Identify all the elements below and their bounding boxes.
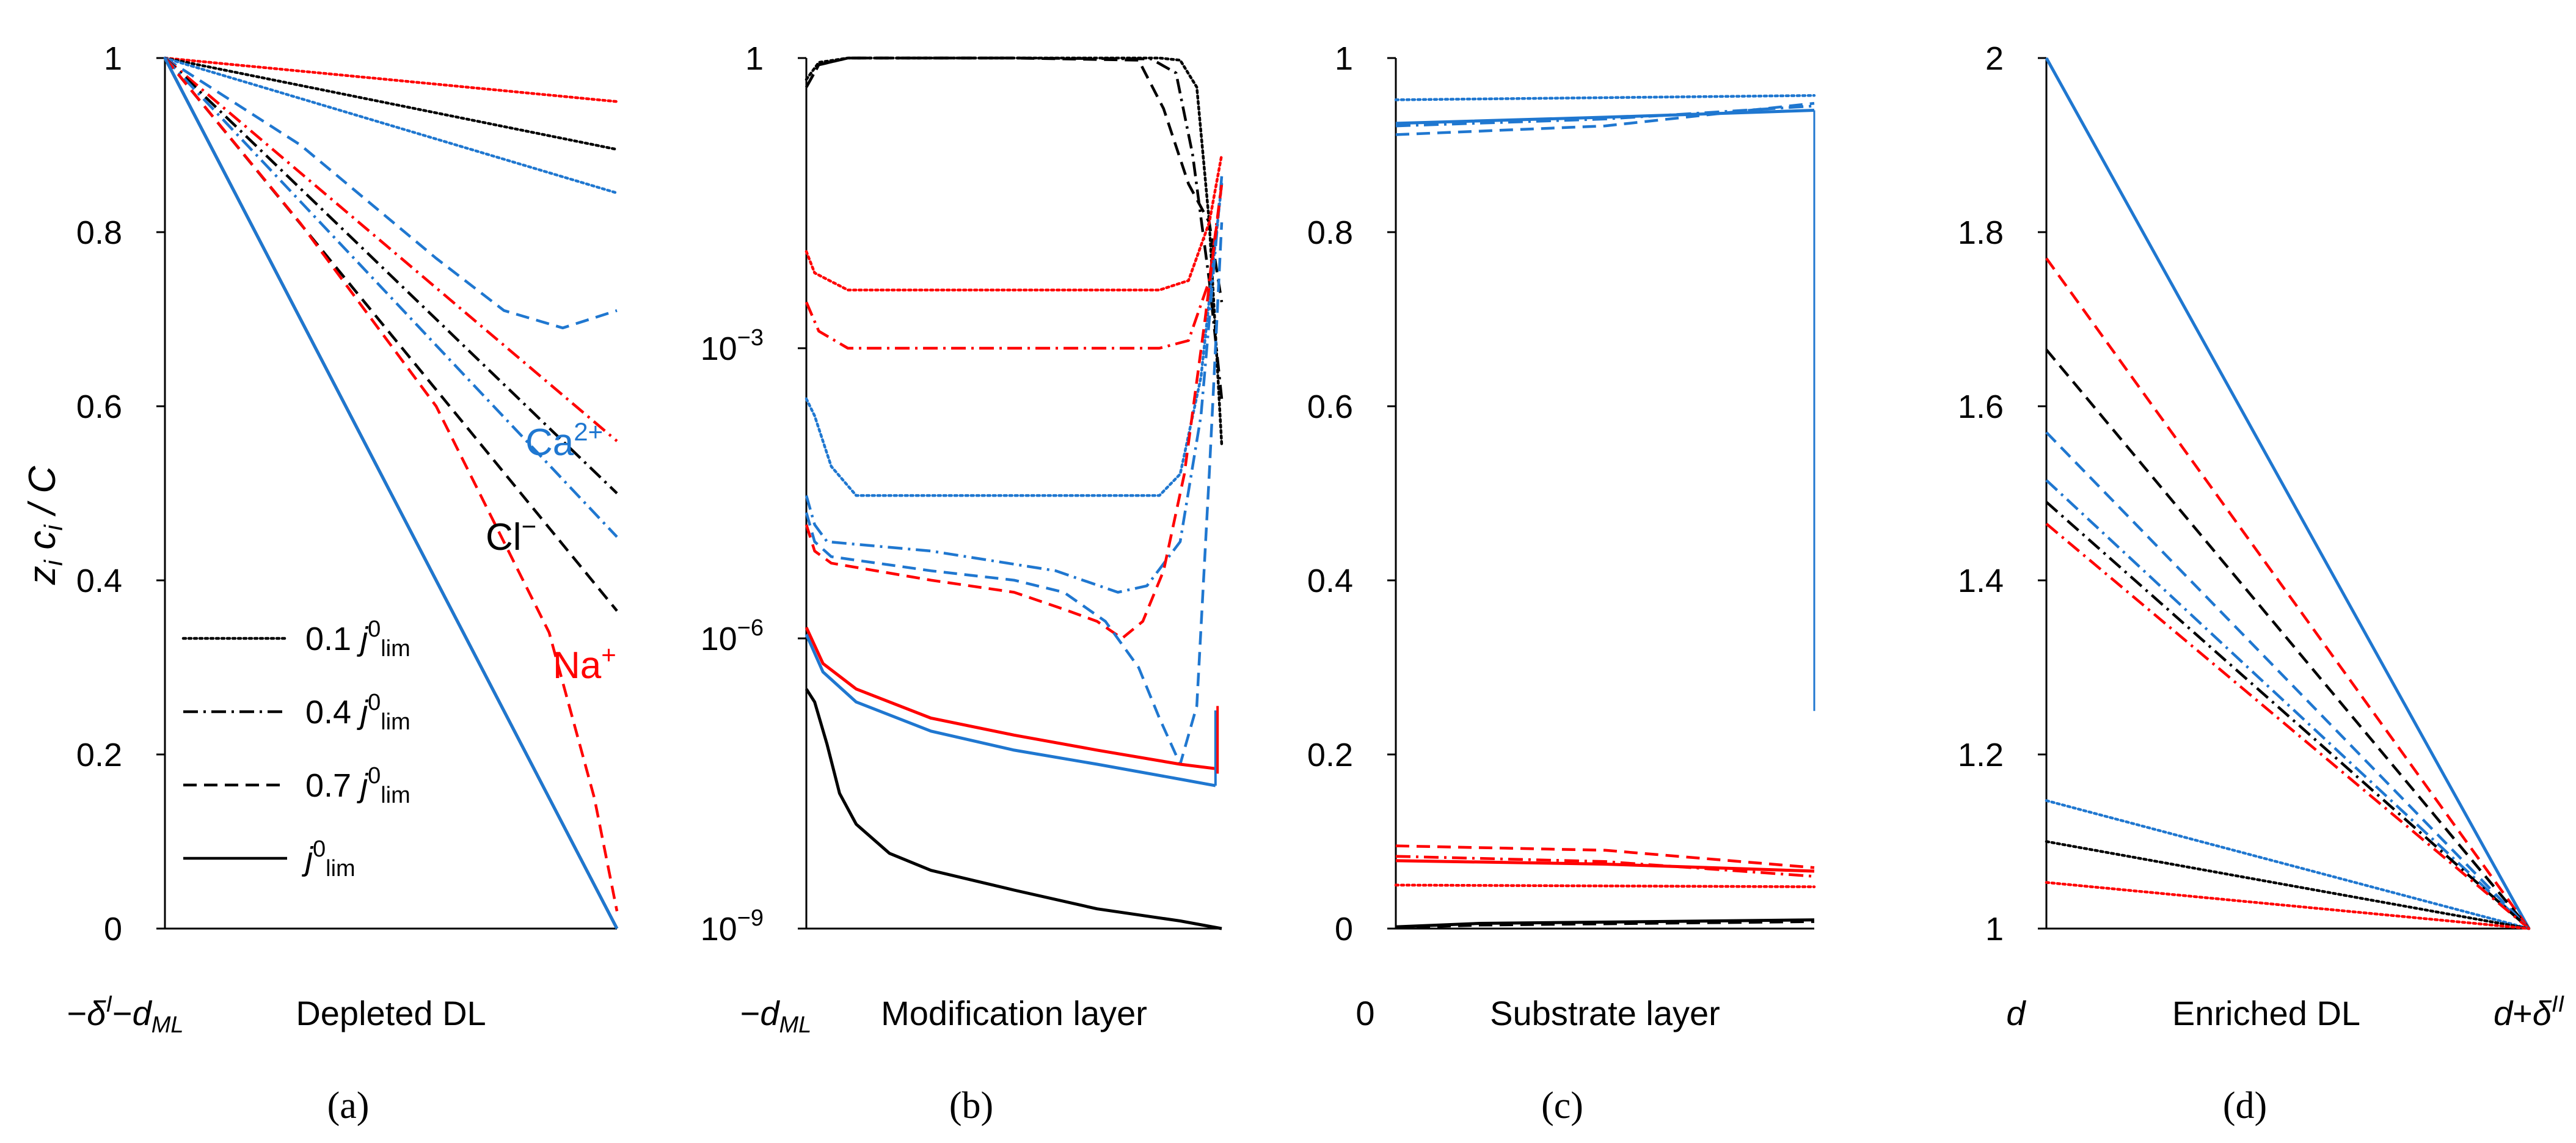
- series-line-ca2-j0lim: [1395, 109, 1815, 125]
- y-tick-label: 0.8: [76, 214, 122, 251]
- series-line-na-0-4-j0lim: [2045, 522, 2530, 930]
- xlabel-left-d: d: [2006, 994, 2026, 1032]
- y-tick-label: 1.4: [1958, 563, 2004, 599]
- series-line-cl-0-7-j0lim: [1395, 920, 1815, 929]
- series-line-ca2-0-7-j0lim: [805, 222, 1224, 766]
- y-tick-label: 1: [1335, 40, 1353, 77]
- series-line-cl-0-4-j0lim: [164, 57, 618, 495]
- y-tick-label: 0.2: [76, 737, 122, 773]
- xlabel-left-a: −δI−dML: [67, 991, 183, 1038]
- y-axis-title: zi ci / C: [21, 466, 68, 586]
- series-line-na-0-7-j0lim: [805, 183, 1224, 640]
- y-tick-label: 2: [1985, 40, 2004, 77]
- series-line-ca2-0-1-j0lim: [2045, 799, 2531, 930]
- legend-label: j0lim: [301, 836, 356, 882]
- annotation-ca: Ca2+: [525, 417, 603, 464]
- series-line-ca2-j0lim: [805, 634, 1216, 787]
- series-line-ca2-j0lim: [2045, 57, 2531, 930]
- ylabel-sub-i2: i: [39, 524, 68, 531]
- ylabel-over-c: / C: [21, 466, 64, 525]
- y-tick-label: 10−6: [701, 615, 764, 657]
- series-line-na-0-1-j0lim: [1394, 883, 1816, 888]
- panel-c: 0 0.2 0.4 0.6 0.8 1 Substrate layer (c): [1307, 40, 1816, 1127]
- ylabel-c: c: [21, 531, 64, 560]
- series-line-ca2-0-7-j0lim: [2045, 431, 2530, 930]
- xlabel-left-b: −dML: [740, 994, 812, 1038]
- y-tick-label: 10−9: [701, 905, 764, 948]
- series-line-na-j0lim: [805, 626, 1216, 770]
- legend: 0.1 j0lim 0.4 j0lim 0.7 j0lim j0lim: [181, 616, 410, 882]
- panel-label: (a): [327, 1085, 370, 1127]
- ylabel-sub-i: i: [39, 559, 68, 566]
- y-tick-label: 0.8: [1307, 214, 1353, 251]
- annotation-cl: Cl−: [486, 512, 536, 558]
- series-line-cl-0-4-j0lim: [2045, 501, 2530, 930]
- series-line-na-0-4-j0lim: [1395, 855, 1815, 878]
- panel-b: 10−9 10−6 10−3 1 Modification layer (b): [701, 40, 1224, 1127]
- series-line-ca2-0-4-j0lim: [1395, 104, 1815, 128]
- annotation-na: Na+: [553, 640, 616, 687]
- y-tick-label: 0.6: [76, 389, 122, 425]
- series-line-na-j0lim: [1395, 859, 1815, 873]
- panel-d: 1 1.2 1.4 1.6 1.8 2 Enriched DL (d): [1958, 40, 2531, 1127]
- panel-label: (d): [2223, 1085, 2267, 1127]
- ylabel-z: z: [21, 566, 64, 585]
- xlabel-right-d: d+δII: [2494, 991, 2565, 1032]
- series-line-na-0-7-j0lim: [1395, 844, 1815, 869]
- y-tick-label: 1: [1985, 911, 2004, 948]
- series-line-cl-0-1-j0lim: [2045, 840, 2531, 930]
- series-line-ca2-0-1-j0lim: [1394, 94, 1816, 101]
- series-line-cl-0-1-j0lim: [163, 56, 619, 151]
- series-line-na-0-7-j0lim: [164, 57, 619, 911]
- legend-label: 0.7 j0lim: [305, 763, 410, 808]
- y-tick-label: 0: [104, 911, 122, 948]
- series-line-na-0-1-j0lim: [163, 56, 619, 103]
- x-axis-label: Enriched DL: [2172, 994, 2360, 1032]
- panel-label: (c): [1541, 1085, 1583, 1127]
- y-tick-label: 1: [745, 40, 764, 77]
- series-line-na-0-1-j0lim: [805, 153, 1224, 291]
- legend-label: 0.4 j0lim: [305, 690, 410, 735]
- series-line-ca2-0-7-j0lim: [164, 57, 618, 330]
- y-tick-label: 1.8: [1958, 214, 2004, 251]
- series-line-ca2-0-4-j0lim: [2045, 479, 2530, 930]
- series-line-na-0-1-j0lim: [2045, 881, 2531, 930]
- series-line-cl-0-7-j0lim: [2045, 348, 2530, 930]
- legend-label: 0.1 j0lim: [305, 616, 410, 662]
- y-tick-label: 1: [104, 40, 122, 77]
- y-tick-label: 1.6: [1958, 389, 2004, 425]
- series-line-na-0-7-j0lim: [2045, 257, 2530, 930]
- series-line-cl-0-7-j0lim: [805, 56, 1224, 302]
- series-line-ca2-0-7-j0lim: [1395, 101, 1815, 136]
- series-line-ca2-0-1-j0lim: [805, 182, 1224, 497]
- series-line-na-0-4-j0lim: [164, 57, 618, 442]
- x-axis-label: Modification layer: [881, 994, 1147, 1032]
- y-tick-label: 1.2: [1958, 737, 2004, 773]
- series-line-ca2-0-1-j0lim: [163, 56, 619, 195]
- y-tick-label: 10−3: [701, 325, 764, 367]
- series-line-ca2-j0lim: [163, 57, 619, 930]
- y-tick-label: 0.2: [1307, 737, 1353, 773]
- series-line-na-0-4-j0lim: [805, 183, 1224, 350]
- y-tick-label: 0.6: [1307, 389, 1353, 425]
- y-tick-label: 0: [1335, 911, 1353, 948]
- series-line-ca2-0-4-j0lim: [164, 57, 618, 538]
- series-line-cl-0-1-j0lim: [805, 56, 1224, 447]
- y-tick-label: 0.4: [1307, 563, 1353, 599]
- panel-label: (b): [949, 1085, 993, 1127]
- series-line-cl-0-7-j0lim: [164, 57, 618, 612]
- x-axis-label: Depleted DL: [296, 994, 486, 1032]
- series-line-cl-j0lim: [805, 688, 1222, 930]
- x-axis-label: Substrate layer: [1490, 994, 1720, 1032]
- series-line-ca2-0-4-j0lim: [805, 176, 1224, 594]
- xlabel-left-c: 0: [1356, 994, 1374, 1032]
- panel-a: 0 0.2 0.4 0.6 0.8 1 Depleted DL (a): [76, 40, 619, 1127]
- y-tick-label: 0.4: [76, 563, 122, 599]
